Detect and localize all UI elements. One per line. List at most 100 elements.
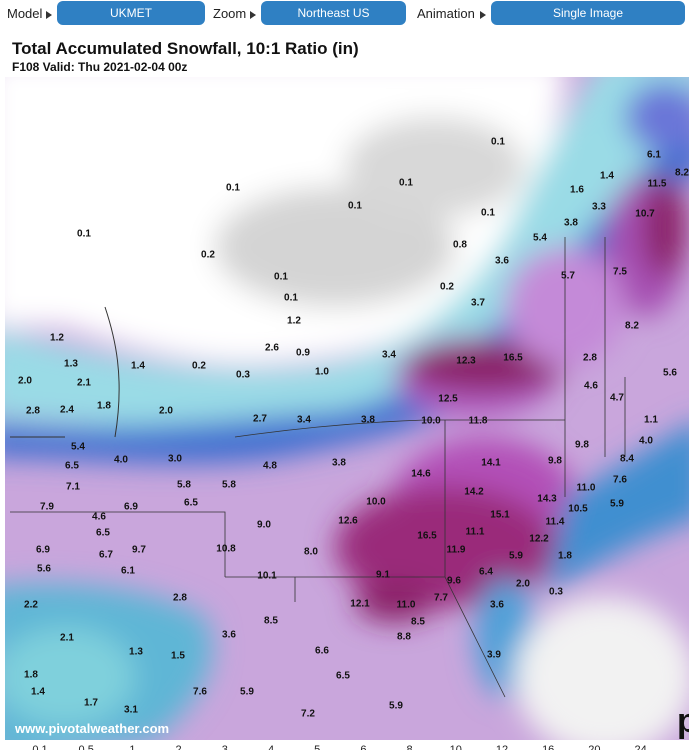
snow-label: 1.4 [600, 171, 614, 182]
snow-label: 1.3 [129, 647, 143, 658]
arrow [46, 11, 52, 19]
snow-label: 1.8 [97, 401, 111, 412]
snow-label: 1.4 [131, 361, 145, 372]
snow-label: 6.1 [647, 150, 661, 161]
colorbar-tick-label: 0.1 [32, 744, 47, 750]
snow-label: 0.1 [226, 183, 240, 194]
snow-label: 0.1 [481, 208, 495, 219]
snow-label: 1.0 [315, 367, 329, 378]
snow-label: 0.9 [296, 348, 310, 359]
snow-label: 5.9 [610, 499, 624, 510]
snow-label: 12.1 [350, 599, 370, 610]
snow-label: 6.6 [315, 646, 329, 657]
snow-label: 9.6 [447, 576, 461, 587]
snow-label: 4.6 [92, 512, 106, 523]
snow-label: 10.0 [366, 497, 386, 508]
snow-label: 8.5 [411, 617, 425, 628]
snow-label: 6.5 [96, 528, 110, 539]
snow-label: 1.7 [84, 698, 98, 709]
snow-label: 3.1 [124, 705, 138, 716]
snow-label: 16.5 [417, 531, 437, 542]
snow-label: 6.5 [184, 498, 198, 509]
snow-label: 0.1 [77, 229, 91, 240]
snow-label: 14.3 [537, 494, 557, 505]
title: Total Accumulated Snowfall, 10:1 Ratio (… [12, 39, 359, 58]
control-label: Animation [417, 6, 475, 21]
borders [10, 237, 626, 698]
snow-label: 0.1 [399, 178, 413, 189]
snow-label: 1.8 [558, 551, 572, 562]
snow-label: 6.1 [121, 566, 135, 577]
snow-label: 10.0 [421, 416, 441, 427]
snow-label: 5.6 [663, 368, 677, 379]
snow-label: 0.2 [440, 282, 454, 293]
snow-label: 3.6 [490, 600, 504, 611]
snow-label: 0.3 [549, 587, 563, 598]
snow-label: 11.4 [546, 517, 565, 528]
snow-label: 6.7 [99, 550, 113, 561]
snow-label: 1.6 [570, 185, 584, 196]
snow-label: 0.2 [201, 250, 215, 261]
snow-label: 0.1 [491, 137, 505, 148]
snow-label: 3.8 [361, 415, 375, 426]
arrow [250, 11, 256, 19]
snow-label: 6.9 [124, 502, 138, 513]
snow-label: 0.1 [348, 201, 362, 212]
snow-label: 0.2 [192, 361, 206, 372]
colorbar-tick-label: 16 [542, 744, 554, 750]
model-button[interactable]: UKMET [57, 1, 205, 25]
snow-label: 14.6 [411, 469, 431, 480]
colorbar-tick-label: 24 [634, 744, 646, 750]
snow-label: 8.4 [620, 454, 634, 465]
snow-label: 12.2 [529, 534, 549, 545]
colorbar-tick-label: 2 [176, 744, 182, 750]
snow-label: 3.6 [495, 256, 509, 267]
snow-label: 0.8 [453, 240, 467, 251]
logo: p [677, 702, 689, 740]
snow-label: 3.0 [168, 454, 182, 465]
snow-label: 3.6 [222, 630, 236, 641]
snow-label: 2.8 [26, 406, 40, 417]
snow-label: 4.0 [639, 436, 653, 447]
snow-label: 5.9 [240, 687, 254, 698]
snow-label: 7.1 [66, 482, 80, 493]
colorbar-tick-label: 0.5 [79, 744, 94, 750]
snow-label: 2.2 [24, 600, 38, 611]
snow-label: 9.0 [257, 520, 271, 531]
snow-field [5, 77, 689, 740]
snow-label: 3.3 [592, 202, 606, 213]
snow-label: 2.1 [60, 633, 74, 644]
snow-label: 2.0 [18, 376, 32, 387]
snow-label: 3.4 [382, 350, 396, 361]
snow-label: 3.8 [332, 458, 346, 469]
snow-label: 7.5 [613, 267, 627, 278]
snow-label: 0.3 [236, 370, 250, 381]
snow-label: 4.7 [610, 393, 624, 404]
colorbar-tick-label: 1 [129, 744, 135, 750]
subtitle: F108 Valid: Thu 2021-02-04 00z [12, 60, 188, 74]
colorbar-tick-label: 4 [268, 744, 274, 750]
snow-label: 0.1 [284, 293, 298, 304]
control-label: Zoom [213, 6, 247, 21]
control-label: Model [7, 6, 43, 21]
snow-label: 10.5 [568, 504, 588, 515]
colorbar-tick-label: 20 [588, 744, 600, 750]
snow-label: 5.4 [71, 442, 85, 453]
snow-label: 8.2 [675, 168, 689, 179]
snow-label: 2.7 [253, 414, 267, 425]
snow-label: 6.4 [479, 567, 493, 578]
snow-label: 4.0 [114, 455, 128, 466]
snow-label: 11.5 [648, 179, 667, 190]
snow-label: 5.8 [177, 480, 191, 491]
snow-label: 2.1 [77, 378, 91, 389]
snow-label: 1.3 [64, 359, 78, 370]
toolbar: Model UKMET Zoom Northeast US Animation … [0, 0, 689, 28]
animation-button[interactable]: Single Image [491, 1, 685, 25]
snow-label: 1.4 [31, 687, 45, 698]
snow-label: 8.2 [625, 321, 639, 332]
snow-label: 2.4 [60, 405, 74, 416]
zoom-button[interactable]: Northeast US [261, 1, 406, 25]
snow-label: 11.1 [466, 527, 485, 538]
snow-label: 9.1 [376, 570, 390, 581]
